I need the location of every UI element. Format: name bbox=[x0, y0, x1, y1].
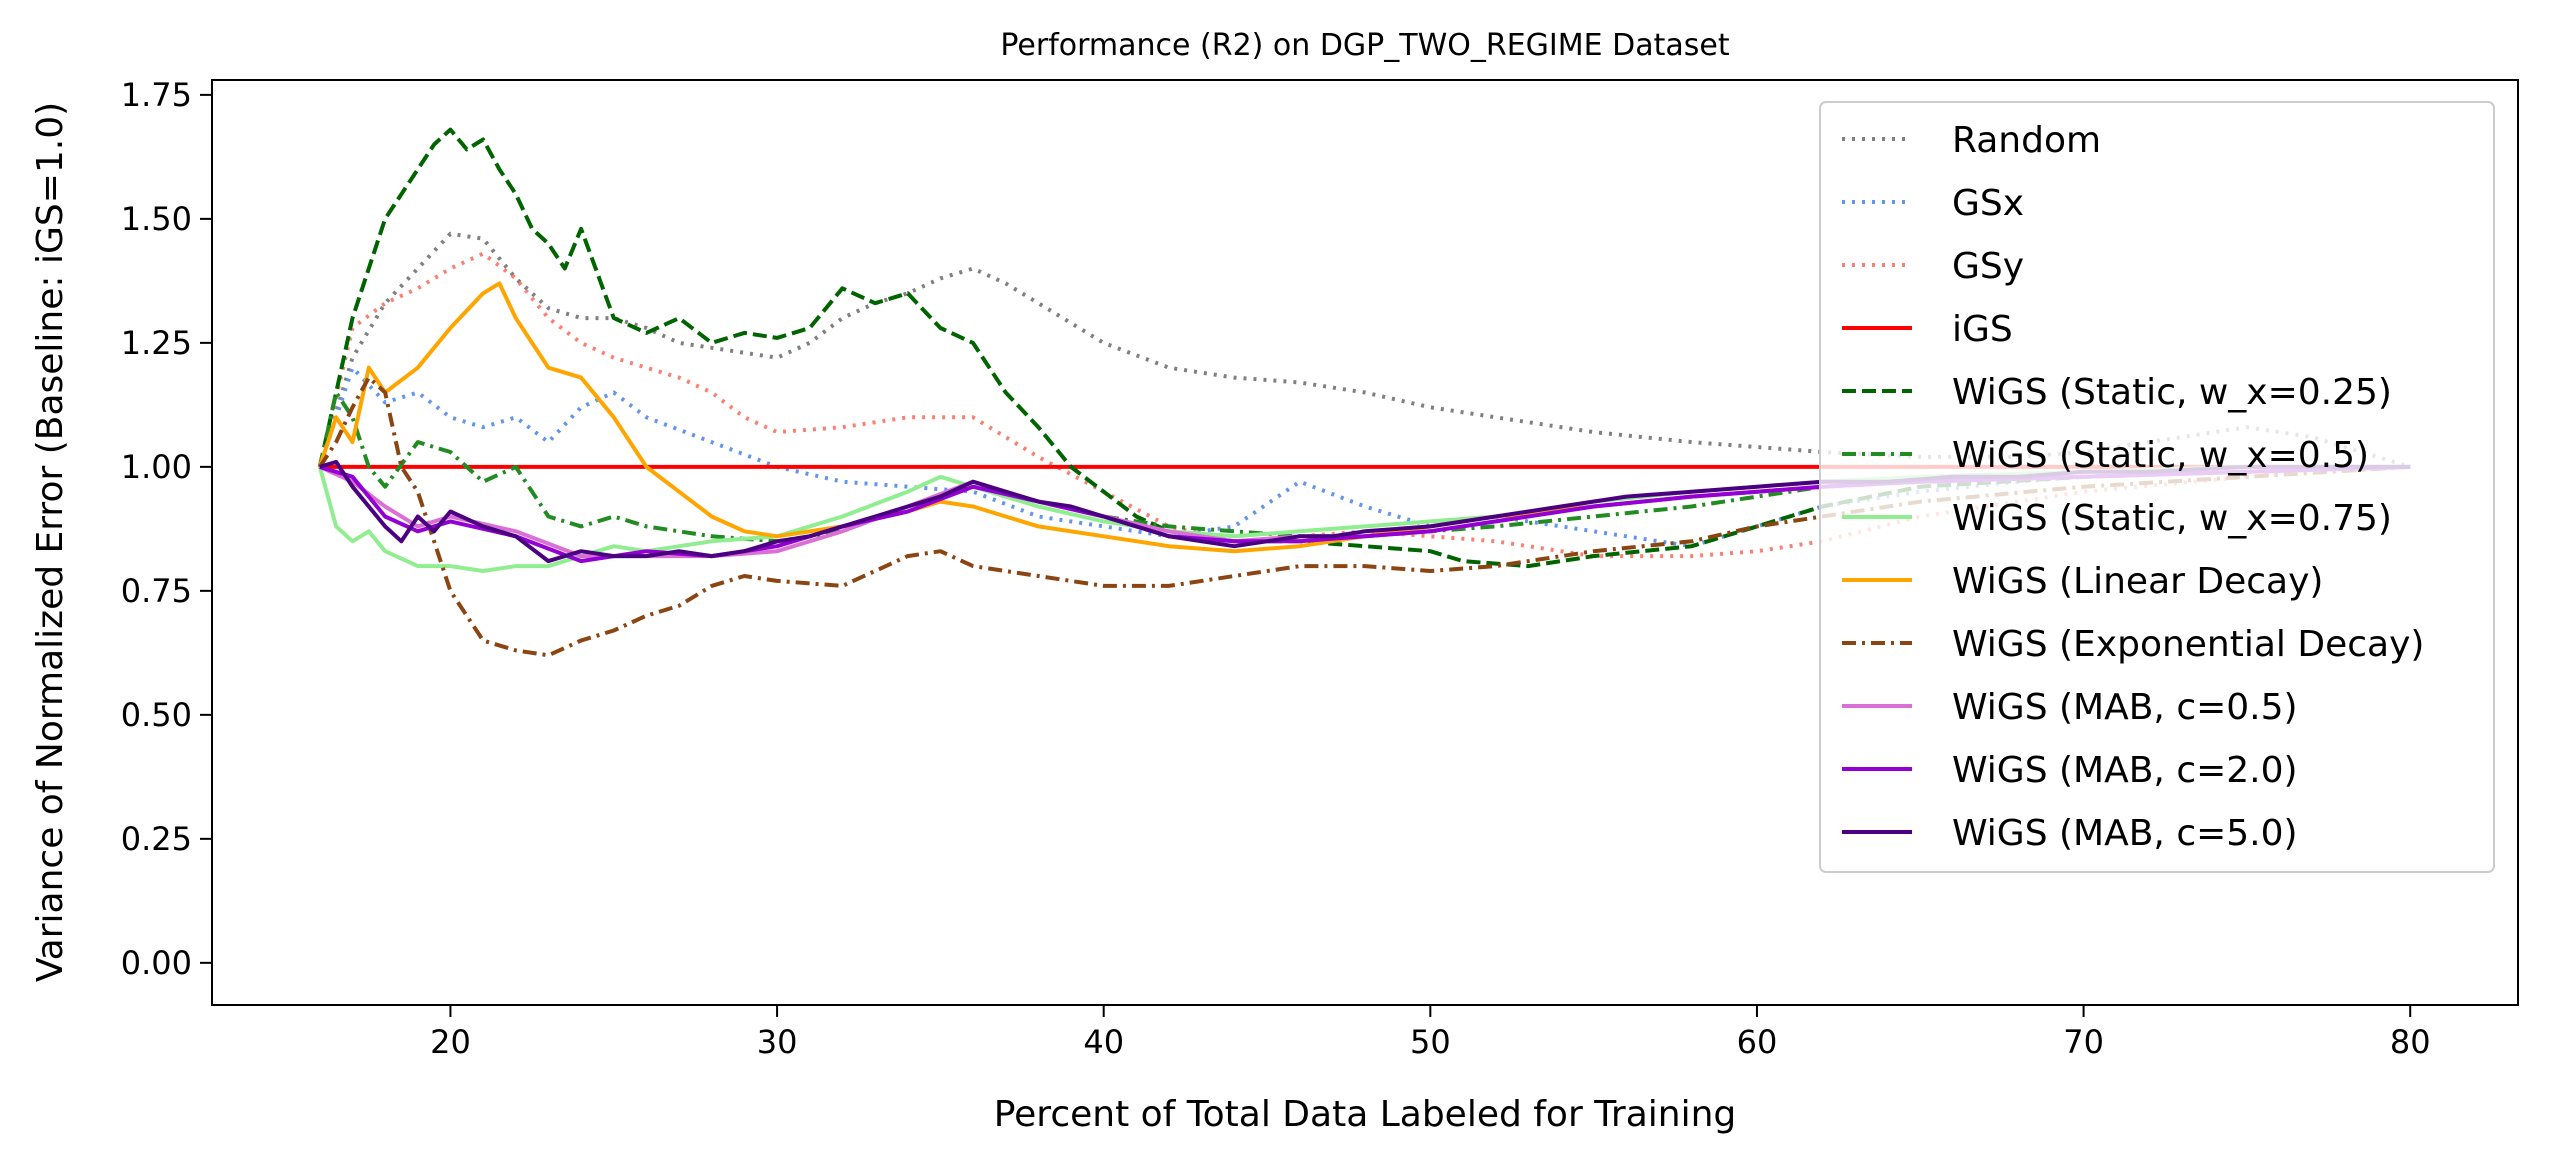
y-axis-ticks: 0.00 0.25 0.50 0.75 1.00 1.25 1.50 1.75 bbox=[121, 76, 212, 982]
y-tick-label: 0.25 bbox=[121, 820, 192, 858]
y-tick-label: 1.50 bbox=[121, 200, 192, 238]
legend-label-3: iGS bbox=[1952, 309, 2013, 350]
x-tick-label: 30 bbox=[757, 1023, 798, 1061]
x-tick-label: 80 bbox=[2390, 1023, 2431, 1061]
legend-label-9: WiGS (MAB, c=0.5) bbox=[1952, 687, 2298, 728]
legend-label-6: WiGS (Static, w_x=0.75) bbox=[1952, 498, 2392, 539]
legend: Random GSx GSy iGS WiGS (Static, w_x=0.25) Wi… bbox=[1819, 101, 2495, 873]
x-tick-label: 20 bbox=[430, 1023, 471, 1061]
legend-label-1: GSx bbox=[1952, 183, 2024, 224]
y-tick-label: 1.25 bbox=[121, 324, 192, 362]
x-axis-label: Percent of Total Data Labeled for Traini… bbox=[994, 1094, 1737, 1135]
legend-label-7: WiGS (Linear Decay) bbox=[1952, 561, 2323, 602]
series-line-11 bbox=[319, 459, 2411, 564]
x-tick-label: 50 bbox=[1410, 1023, 1451, 1061]
legend-label-4: WiGS (Static, w_x=0.25) bbox=[1952, 372, 2392, 413]
y-tick-label: 1.00 bbox=[121, 448, 192, 486]
chart-title: Performance (R2) on DGP_TWO_REGIME Datas… bbox=[1000, 28, 1729, 63]
x-tick-label: 60 bbox=[1737, 1023, 1778, 1061]
legend-box bbox=[1819, 101, 2495, 873]
series-line-4 bbox=[317, 127, 2411, 569]
y-tick-label: 0.50 bbox=[121, 696, 192, 734]
legend-label-5: WiGS (Static, w_x=0.5) bbox=[1952, 435, 2369, 476]
y-tick-label: 0.00 bbox=[121, 944, 192, 982]
legend-label-11: WiGS (MAB, c=5.0) bbox=[1952, 813, 2298, 854]
y-tick-label: 1.75 bbox=[121, 76, 192, 114]
legend-label-2: GSy bbox=[1952, 246, 2024, 287]
legend-label-10: WiGS (MAB, c=2.0) bbox=[1952, 750, 2298, 791]
y-axis-label: Variance of Normalized Error (Baseline: … bbox=[30, 102, 71, 982]
y-tick-label: 0.75 bbox=[121, 572, 192, 610]
x-tick-label: 70 bbox=[2063, 1023, 2104, 1061]
x-axis-ticks: 20 30 40 50 60 70 80 bbox=[430, 1005, 2431, 1061]
series-line-2 bbox=[317, 251, 2411, 559]
legend-items: Random GSx GSy iGS WiGS (Static, w_x=0.25) Wi… bbox=[1842, 120, 2424, 854]
series-line-8 bbox=[318, 375, 2411, 658]
legend-label-8: WiGS (Exponential Decay) bbox=[1952, 624, 2424, 665]
plot-lines bbox=[317, 127, 2411, 658]
legend-label-0: Random bbox=[1952, 120, 2101, 161]
plot-frame bbox=[211, 79, 2519, 1006]
x-tick-label: 40 bbox=[1083, 1023, 1124, 1061]
